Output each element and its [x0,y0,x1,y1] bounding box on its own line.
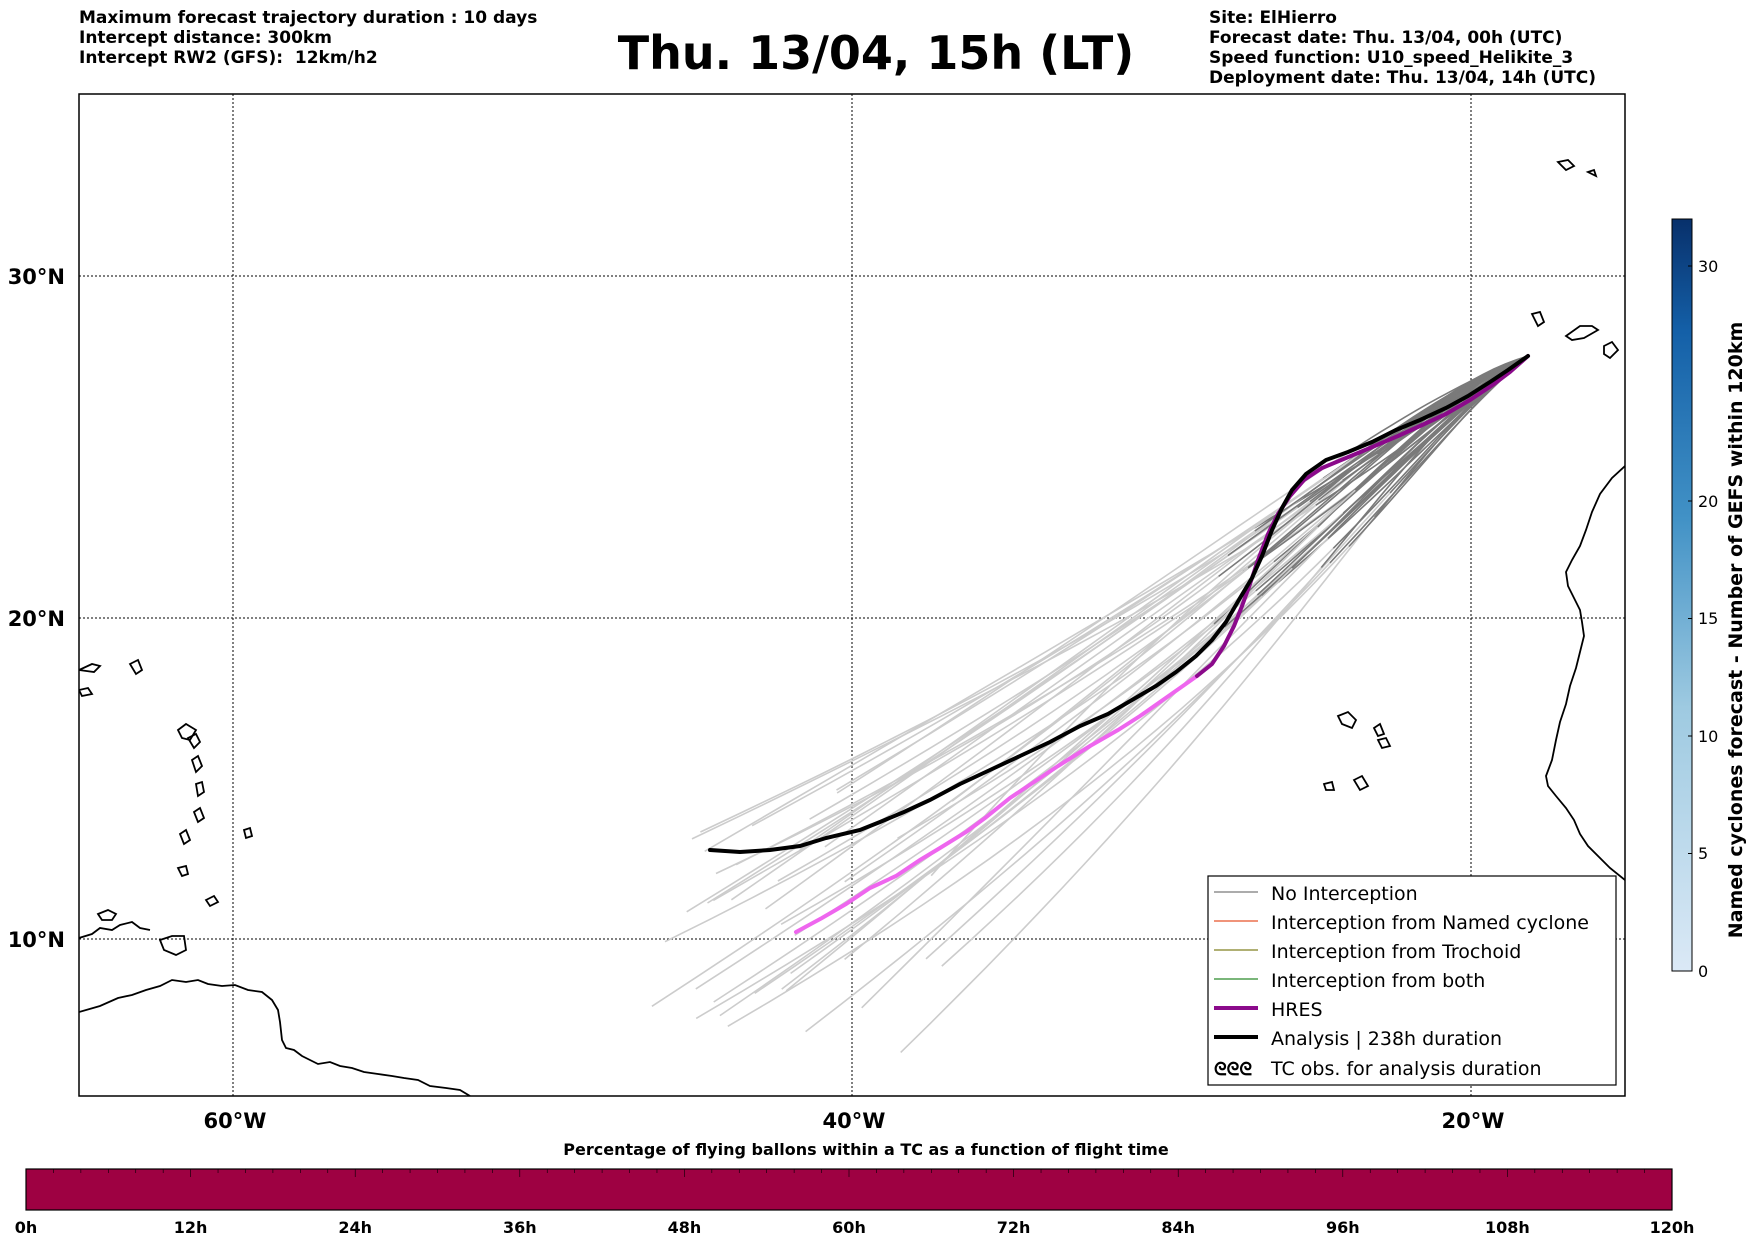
timebar-tick-72h: 72h [997,1218,1031,1237]
lesser-antilles-2 [190,754,204,774]
lesser-antilles-7 [176,722,198,742]
ensemble-track-late [900,516,1376,1053]
ensemble-track-late [727,545,1350,1027]
leeward-islands [128,658,144,676]
analysis-trajectory [708,354,1530,855]
puerto-rico-east [79,686,94,698]
ensemble-track-late [861,537,1329,1009]
timebar-tick-120h: 120h [1650,1218,1695,1237]
ensemble-track-late [712,570,1244,902]
header-left-line-2: Intercept distance: 300km [79,28,332,48]
legend-label-hres: HRES [1271,999,1323,1021]
colorbar-tick-20: 20 [1698,492,1718,511]
lat-label-20n: 20°N [8,607,65,631]
page-title: Thu. 13/04, 15h (LT) [617,26,1135,80]
lat-label-10n: 10°N [8,928,65,952]
map-border [78,93,1626,1097]
cape-verde-4 [1322,780,1336,791]
canary-island-2 [1530,310,1546,328]
ensemble-track-late [925,492,1391,960]
legend-label-named-cyclone: Interception from Named cyclone [1271,912,1589,934]
ensemble-track-late [715,575,1220,875]
lon-label-20w: 20°W [1442,1109,1505,1133]
colorbar-tick-30: 30 [1698,257,1718,276]
timebar-tick-96h: 96h [1326,1218,1360,1237]
venezuela-coast-west [79,921,151,939]
lon-label-40w: 40°W [823,1109,886,1133]
canary-island-3 [1564,325,1600,341]
timebar-tick-48h: 48h [668,1218,702,1237]
forecast-date-label: Forecast date: Thu. 13/04, 00h (UTC) [1209,28,1563,48]
legend-label-trochoid: Interception from Trochoid [1271,941,1521,963]
ensemble-track-late [651,567,1249,1007]
timebar-tick-108h: 108h [1485,1218,1530,1237]
legend-box [1207,875,1617,1086]
africa-coast [1545,465,1625,881]
legend-label-no-interception: No Interception [1271,883,1418,905]
colorbar-tick-15: 15 [1698,609,1718,628]
south-america-coast [79,979,471,1096]
header-left-line-3: Intercept RW2 (GFS): 12km/h2 [79,48,378,68]
lesser-antilles-3 [194,780,206,798]
legend: No Interception Interception from Named … [1207,875,1617,1086]
canary-island-5 [1585,168,1598,178]
legend-label-analysis: Analysis | 238h duration [1271,1028,1502,1050]
timebar-tick-36h: 36h [503,1218,537,1237]
ensemble-track-late [695,512,1344,990]
hres-trajectory [794,354,1530,934]
lesser-antilles-6 [176,864,190,878]
ensemble-track-late [686,554,1229,913]
site-label: Site: ElHierro [1209,8,1337,28]
ensemble-track-late [751,477,1324,827]
lesser-antilles-5 [178,828,192,846]
timebar-tick-84h: 84h [1161,1218,1195,1237]
lesser-antilles-4 [192,806,206,824]
ensemble-track-late [735,486,1358,866]
ensemble-track-early [1213,355,1529,625]
cape-verde-5 [1376,736,1392,750]
ensemble-track-late [695,547,1334,1020]
lon-label-60w: 60°W [204,1109,267,1133]
timebar-tick-12h: 12h [174,1218,208,1237]
speed-function-label: Speed function: U10_speed_Helikite_3 [1209,48,1574,68]
ensemble-track-late [704,527,1255,852]
ensemble-track-late [805,562,1331,1033]
cape-verde-1 [1336,710,1358,730]
colorbar-tick-5: 5 [1698,844,1708,863]
cape-verde-2 [1372,722,1386,738]
cyclone-colorbar: 0 5 10 15 20 30 Named cyclones forecast … [1671,218,1747,981]
legend-label-tc-obs: TC obs. for analysis duration [1270,1058,1542,1080]
canary-island-1 [1556,159,1576,172]
ensemble-track-late [730,530,1256,901]
colorbar-label: Named cyclones forecast - Number of GEFS… [1725,322,1747,939]
colorbar-tick-0: 0 [1698,962,1708,981]
caribbean-island-1 [96,909,118,921]
ensemble-track-early [1354,355,1529,491]
colorbar-tick-10: 10 [1698,727,1718,746]
caribbean-island-2 [204,894,220,908]
trinidad-island [158,935,187,956]
hres-early-segment [1195,354,1530,678]
timebar-tick-24h: 24h [338,1218,372,1237]
timebar-tick-60h: 60h [832,1218,866,1237]
timebar-title: Percentage of flying ballons within a TC… [563,1140,1169,1159]
timebar-tick-0h: 0h [15,1218,38,1237]
lat-label-30n: 30°N [8,265,65,289]
cyclone-symbols-icon: ᘓᘓᘓ [1214,1059,1252,1080]
virgin-islands [79,663,102,673]
hres-late-segment [794,674,1199,934]
cyclone-colorbar-gradient [1671,218,1693,972]
cape-verde-3 [1352,774,1370,792]
legend-label-both: Interception from both [1271,970,1485,992]
tc-timebar: Percentage of flying ballons within a TC… [15,1140,1695,1237]
ensemble-track-late [765,500,1311,910]
coastlines [79,159,1625,1096]
canary-island-4 [1603,340,1620,360]
deployment-date-label: Deployment date: Thu. 13/04, 14h (UTC) [1209,68,1596,88]
ensemble-track-late [664,561,1275,943]
antigua-island [242,826,254,840]
header-left-line-1: Maximum forecast trajectory duration : 1… [79,8,538,28]
